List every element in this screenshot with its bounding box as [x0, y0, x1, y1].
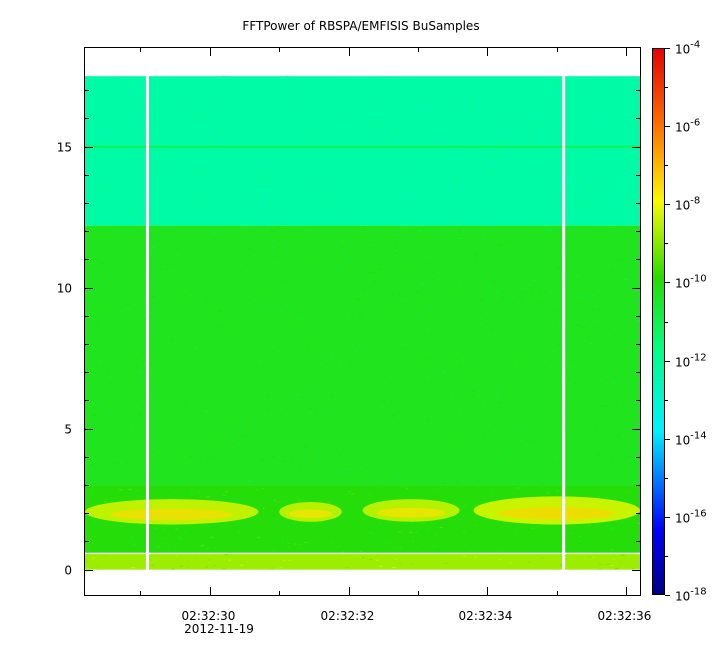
colorbar-tick-label: 10-18 — [675, 587, 707, 604]
y-tick-label: 5 — [64, 423, 72, 437]
colorbar-tick-label: 10-4 — [675, 40, 700, 57]
emission-core — [111, 508, 233, 520]
spectrogram-plot — [85, 76, 641, 570]
x-tick-label: 02:32:30 — [182, 609, 236, 623]
colorbar-tick-label: 10-12 — [675, 353, 707, 370]
plot-frame — [84, 47, 641, 596]
x-tick-label: 02:32:32 — [321, 609, 375, 623]
y-tick-label: 15 — [57, 141, 72, 155]
power-band — [85, 225, 640, 486]
y-tick-label: 0 — [64, 564, 72, 578]
colorbar-gradient — [652, 48, 665, 595]
power-band — [85, 554, 640, 570]
chart-title: FFTPower of RBSPA/EMFISIS BuSamples — [242, 19, 479, 33]
power-band — [85, 76, 640, 226]
colorbar-tick-label: 10-14 — [675, 431, 707, 448]
emission-core — [498, 507, 616, 520]
colorbar: 10-4 10-6 10-8 10-10 10-12 10-14 10-16 10-18 — [652, 40, 707, 604]
data-gap — [145, 76, 149, 570]
noise-texture — [85, 76, 641, 570]
x-tick-label: 02:32:36 — [598, 609, 652, 623]
colorbar-tick-label: 10-16 — [675, 509, 707, 526]
spectral-line — [85, 145, 640, 148]
emission-core — [288, 509, 333, 519]
data-gap — [562, 76, 566, 570]
colorbar-tick-label: 10-10 — [675, 274, 707, 291]
y-axis: 0 5 10 15 — [57, 90, 640, 578]
y-tick-label: 10 — [57, 282, 72, 296]
x-tick-label: 02:32:34 — [459, 609, 513, 623]
x-axis: 02:32:30 02:32:32 02:32:34 02:32:36 — [140, 48, 652, 623]
emission-core — [377, 507, 446, 518]
x-axis-date-label: 2012-11-19 — [184, 622, 254, 636]
colorbar-tick-label: 10-8 — [675, 196, 700, 213]
colorbar-tick-label: 10-6 — [675, 118, 700, 135]
colorbar-frame — [652, 48, 665, 595]
